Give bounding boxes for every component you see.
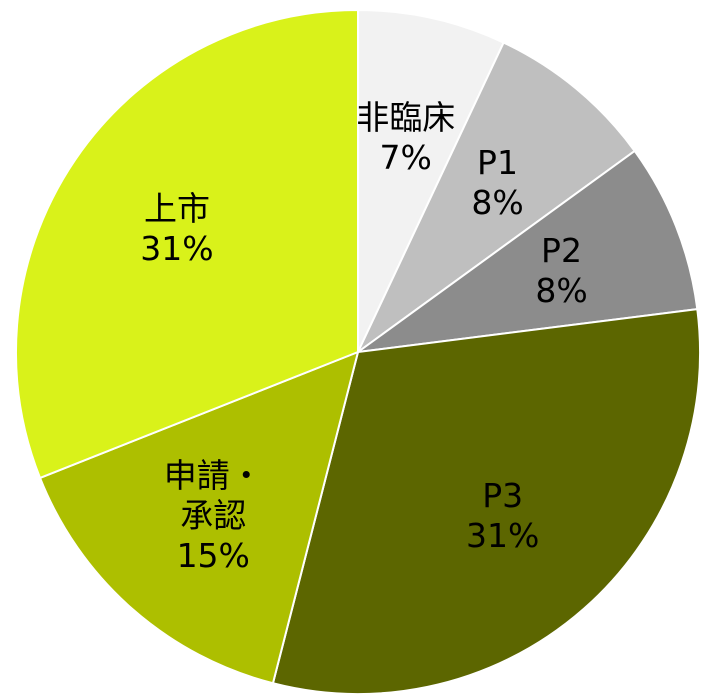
- pie-slice: [38, 350, 360, 685]
- value-label: 7%: [379, 138, 432, 178]
- value-label: 31%: [140, 228, 214, 268]
- slice-label: 申請・承認 15%: [159, 456, 267, 576]
- value-label: 8%: [535, 271, 588, 311]
- value-label: 31%: [466, 516, 540, 556]
- slice-label: P2 8%: [535, 231, 587, 311]
- value-label: 15%: [176, 536, 250, 576]
- pie-slice: [271, 308, 701, 695]
- category-label: 非臨床: [356, 98, 456, 138]
- pie-slice: [357, 149, 699, 353]
- category-label: P3: [482, 476, 524, 516]
- category-label: 申請・承認: [163, 456, 263, 536]
- pie-slice: [357, 8, 505, 353]
- category-label: P2: [541, 231, 582, 271]
- category-label: P1: [477, 143, 518, 183]
- slice-label: P1 8%: [471, 143, 523, 223]
- category-label: 上市: [143, 188, 210, 228]
- value-label: 8%: [471, 183, 524, 223]
- slice-label: 非臨床 7%: [356, 98, 455, 178]
- pie-slice: [357, 41, 637, 353]
- pie-slice: [15, 8, 359, 480]
- slice-label: 上市 31%: [140, 189, 213, 269]
- slice-label: P3 31%: [466, 476, 539, 556]
